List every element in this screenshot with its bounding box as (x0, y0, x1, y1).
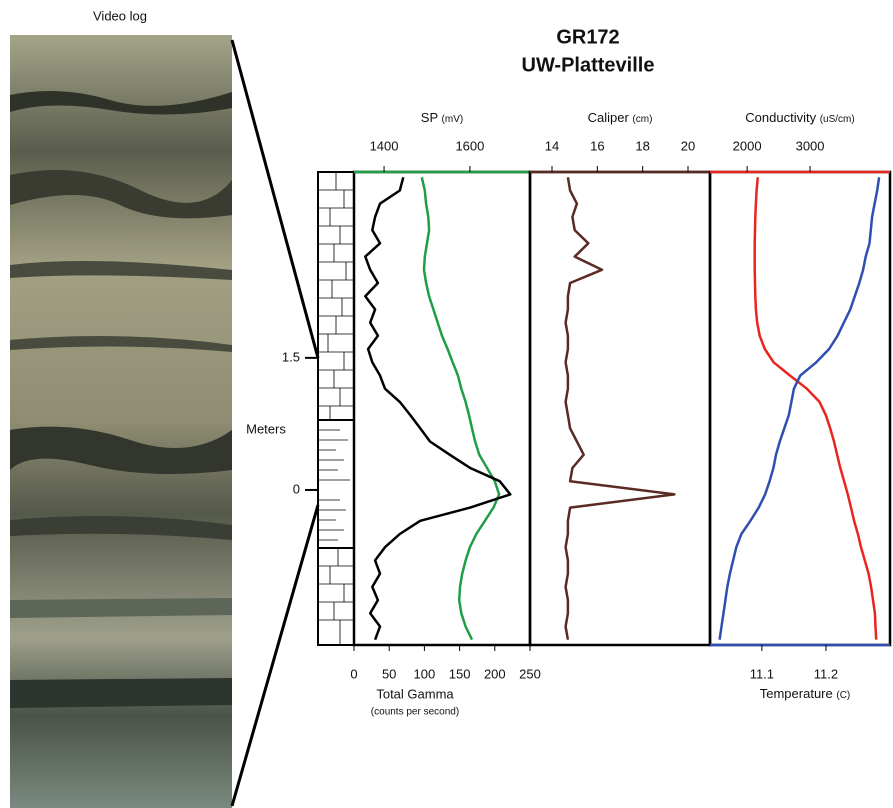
track-frame (530, 172, 710, 645)
chart-title: GR172 (556, 26, 619, 48)
page: {"chart_data": { "type": "well-log", "ti… (0, 0, 893, 808)
x-tick-label: 100 (414, 666, 436, 681)
x-tick-label: 14 (545, 138, 559, 153)
track-frame (710, 172, 890, 645)
axis-label-unit: (counts per second) (371, 707, 459, 718)
x-tick-label: 1400 (370, 138, 399, 153)
x-tick-label: 2000 (733, 138, 762, 153)
axis-label-unit: (mV) (442, 114, 464, 125)
x-tick-label: 150 (449, 666, 471, 681)
y-tick-label: 0 (293, 481, 300, 496)
y-axis-label: Meters (246, 421, 286, 436)
chart: Video log GR172 UW-Platteville Meters 0 1… (0, 0, 893, 808)
log-curve (422, 177, 499, 639)
x-tick-label: 0 (350, 666, 357, 681)
zoom-line (232, 40, 318, 358)
log-curve (566, 177, 675, 639)
image-label: Video log (93, 8, 147, 23)
video-log-image (10, 35, 232, 808)
axis-label-name: Temperature (760, 686, 833, 701)
x-tick-label: 11.1 (750, 666, 774, 681)
x-tick-label: 50 (382, 666, 396, 681)
x-tick-label: 200 (484, 666, 506, 681)
axis-label: Conductivity (uS/cm) (745, 110, 854, 125)
zoom-line (232, 505, 318, 806)
x-tick-label: 20 (681, 138, 695, 153)
axis-label-unit: (C) (836, 690, 850, 701)
axis-label: Caliper (cm) (588, 110, 653, 125)
lithology-column (318, 172, 354, 645)
x-tick-label: 1600 (455, 138, 484, 153)
log-curve (720, 177, 880, 639)
x-tick-label: 3000 (796, 138, 825, 153)
x-tick-label: 11.2 (814, 666, 838, 681)
axis-label-name: SP (421, 110, 438, 125)
chart-subtitle: UW-Platteville (522, 54, 655, 76)
x-tick-label: 250 (519, 666, 541, 681)
axis-label-unit: (cm) (632, 114, 652, 125)
log-curve (365, 177, 510, 639)
x-tick-label: 18 (635, 138, 649, 153)
axis-label-name: Caliper (588, 110, 630, 125)
axis-label: Temperature (C) (760, 686, 851, 701)
x-tick-label: 16 (590, 138, 604, 153)
axis-label-name: Conductivity (745, 110, 816, 125)
y-tick-label: 1.5 (282, 349, 300, 364)
axis-label: SP (mV) (421, 110, 463, 125)
axis-label: Total Gamma (376, 686, 454, 701)
axis-label-unit: (uS/cm) (820, 114, 855, 125)
log-curve (755, 177, 877, 639)
